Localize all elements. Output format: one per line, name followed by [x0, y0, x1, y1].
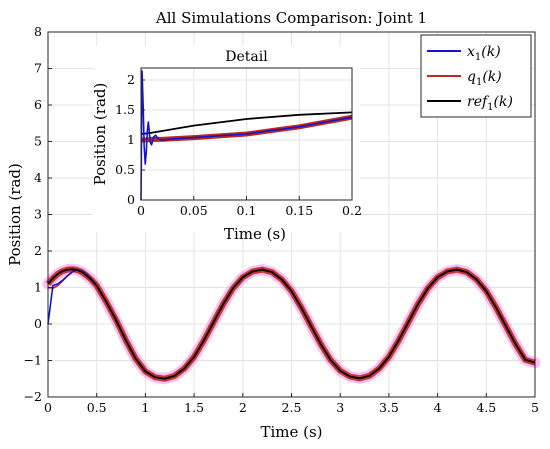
legend-label-base: ref — [467, 94, 490, 110]
main-x-tick-label: 0.5 — [87, 400, 107, 415]
legend-label: x1(k) — [467, 44, 501, 63]
main-y-tick-label: 5 — [34, 134, 42, 149]
inset-series-line-ref1 — [140, 111, 353, 135]
inset-x-tick-label: 0.2 — [342, 203, 362, 218]
legend-label-subscript: 1 — [476, 77, 482, 88]
inset-background — [93, 46, 360, 232]
inset-y-axis-label: Position (rad) — [91, 83, 109, 186]
y-axis-label: Position (rad) — [6, 163, 24, 266]
inset-x-axis-label: Time (s) — [224, 225, 286, 243]
main-x-tick-label: 4.5 — [476, 400, 496, 415]
main-y-tick-label: −1 — [24, 353, 42, 368]
main-x-tick-label: 1.5 — [184, 400, 204, 415]
main-y-tick-label: 0 — [34, 316, 42, 331]
inset-x-tick-label: 0.15 — [285, 203, 313, 218]
main-x-tick-label: 3.5 — [379, 400, 399, 415]
main-x-tick-label: 2.5 — [282, 400, 302, 415]
legend-label-rest: (k) — [494, 94, 513, 110]
legend-label-rest: (k) — [482, 69, 501, 85]
legend-label-base: x — [467, 44, 475, 60]
x-axis-label: Time (s) — [260, 423, 322, 441]
main-series-line-ref1 — [47, 268, 536, 380]
main-x-tick-label: 0 — [44, 400, 52, 415]
main-y-tick-label: 3 — [34, 207, 42, 222]
main-ticks: 0 0.5 1 1.5 2 2.5 3 3.5 4 4.5 5 −2 −1 0 1 2 3 4 5 6 7 8 — [24, 24, 539, 415]
main-x-tick-label: 2 — [239, 400, 247, 415]
main-y-tick-label: 2 — [34, 243, 42, 258]
legend-label: q1(k) — [467, 69, 502, 88]
inset-x-tick-label: 0.05 — [180, 203, 208, 218]
legend-label-subscript: 1 — [475, 52, 481, 63]
main-x-tick-label: 1 — [141, 400, 149, 415]
inset-y-tick-label: 2 — [127, 72, 135, 87]
main-y-tick-label: 6 — [34, 97, 42, 112]
inset-y-tick-label: 0 — [127, 192, 135, 207]
legend-label-subscript: 1 — [487, 102, 493, 113]
inset-y-tick-label: 1.5 — [115, 102, 135, 117]
legend-label-rest: (k) — [481, 44, 500, 60]
inset-series-group — [140, 70, 353, 201]
legend-label: ref1(k) — [467, 94, 513, 113]
main-y-tick-label: 4 — [34, 170, 42, 185]
main-y-tick-label: −2 — [24, 389, 42, 404]
chart-title: All Simulations Comparison: Joint 1 — [155, 9, 427, 27]
main-x-tick-label: 5 — [531, 400, 539, 415]
inset-x-tick-label: 0.1 — [237, 203, 257, 218]
legend: x1(k)q1(k)ref1(k) — [420, 34, 532, 118]
main-series-group — [42, 263, 541, 385]
legend-label-base: q — [467, 69, 476, 85]
inset-ticks: 0 0.05 0.1 0.15 0.2 0 0.5 1 1.5 2 — [115, 72, 362, 218]
inset-title: Detail — [225, 49, 268, 65]
main-y-tick-label: 7 — [34, 61, 42, 76]
main-y-tick-label: 8 — [34, 24, 42, 39]
inset-y-tick-label: 0.5 — [115, 162, 135, 177]
inset-series-line-x1 — [140, 70, 353, 201]
main-x-tick-label: 3 — [336, 400, 344, 415]
main-y-tick-label: 1 — [34, 280, 42, 295]
inset-y-tick-label: 1 — [127, 132, 135, 147]
inset-x-tick-label: 0 — [137, 203, 145, 218]
main-x-tick-label: 4 — [434, 400, 442, 415]
